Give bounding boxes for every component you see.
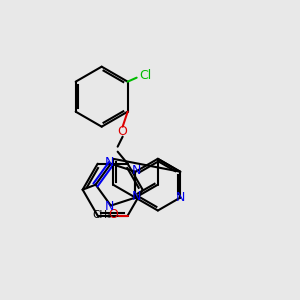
Text: N: N	[105, 200, 115, 213]
Text: CH₃: CH₃	[92, 210, 111, 220]
Text: N: N	[176, 191, 185, 204]
Text: N: N	[132, 190, 141, 203]
Text: Cl: Cl	[140, 69, 152, 82]
Text: O: O	[118, 125, 128, 138]
Text: N: N	[105, 156, 115, 169]
Text: O: O	[109, 208, 118, 221]
Text: N: N	[132, 164, 141, 177]
